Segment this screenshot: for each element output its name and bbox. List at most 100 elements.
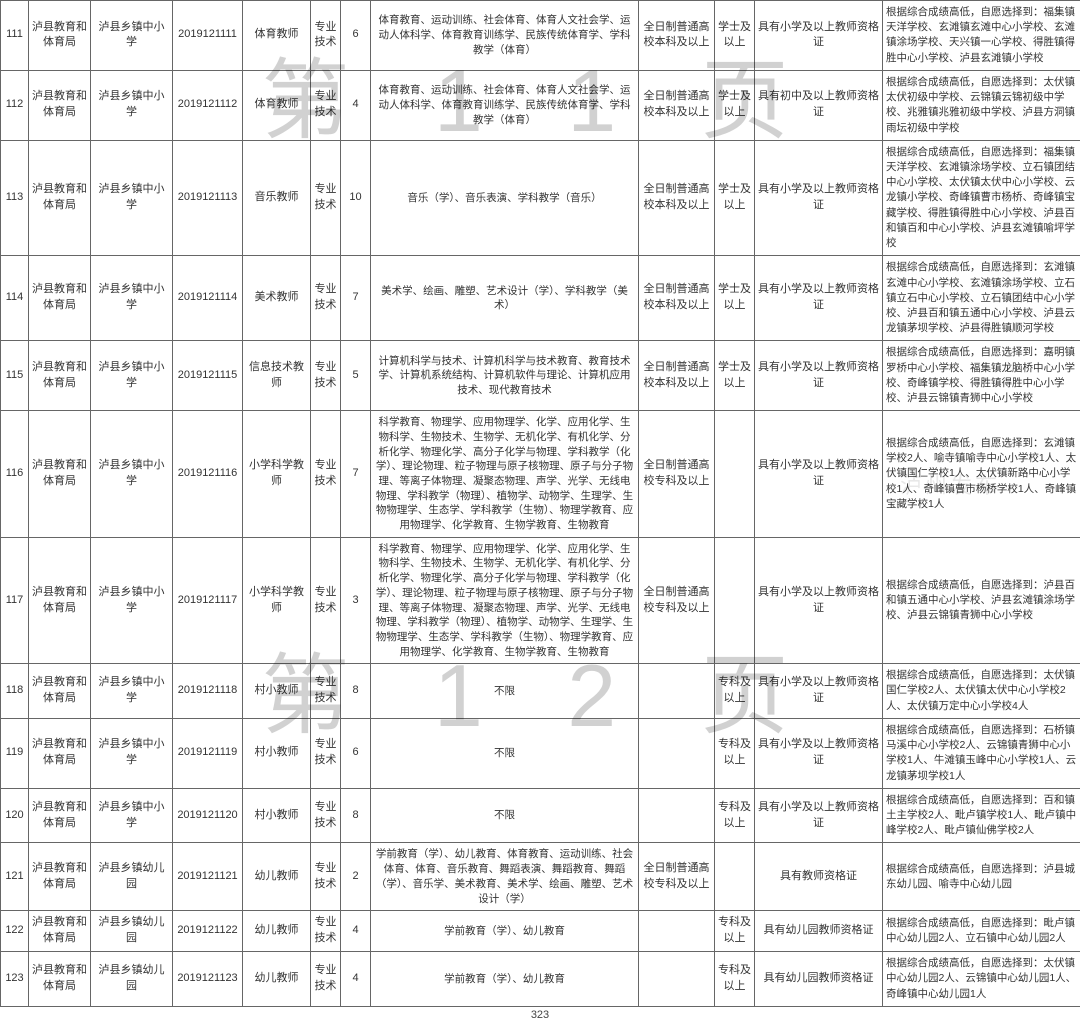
cell-cat: 专业技术 [311, 341, 341, 411]
cell-unit: 泸县乡镇中小学 [91, 256, 173, 341]
cell-req: 具有初中及以上教师资格证 [755, 70, 883, 140]
cell-code: 2019121119 [173, 718, 243, 788]
cell-unit: 泸县乡镇幼儿园 [91, 952, 173, 1007]
cell-num: 7 [341, 411, 371, 538]
cell-req: 具有小学及以上教师资格证 [755, 140, 883, 256]
cell-notes: 根据综合成绩高低，自愿选择到：太伏镇国仁学校2人、太伏镇太伏中心小学校2人、太伏… [883, 664, 1080, 719]
table-row: 122泸县教育和体育局泸县乡镇幼儿园2019121122幼儿教师专业技术4学前教… [1, 911, 1080, 952]
cell-code: 2019121115 [173, 341, 243, 411]
cell-edu: 全日制普通高校本科及以上 [639, 70, 715, 140]
cell-unit: 泸县乡镇中小学 [91, 537, 173, 664]
cell-post: 体育教师 [243, 70, 311, 140]
cell-cat: 专业技术 [311, 788, 341, 843]
table-wrap: 第 1 1 页 第 1 2 页 泸州发布 111泸县教育和体育局泸县乡镇中小学2… [0, 0, 1080, 1021]
cell-edu [639, 788, 715, 843]
cell-majors: 学前教育（学）、幼儿教育 [371, 952, 639, 1007]
cell-edu: 全日制普通高校本科及以上 [639, 1, 715, 71]
cell-code: 2019121112 [173, 70, 243, 140]
cell-dept: 泸县教育和体育局 [29, 664, 91, 719]
cell-deg [715, 411, 755, 538]
cell-num: 7 [341, 256, 371, 341]
cell-edu: 全日制普通高校本科及以上 [639, 256, 715, 341]
cell-cat: 专业技术 [311, 70, 341, 140]
cell-dept: 泸县教育和体育局 [29, 537, 91, 664]
cell-dept: 泸县教育和体育局 [29, 140, 91, 256]
cell-majors: 美术学、绘画、雕塑、艺术设计（学）、学科教学（美术） [371, 256, 639, 341]
cell-dept: 泸县教育和体育局 [29, 952, 91, 1007]
cell-code: 2019121116 [173, 411, 243, 538]
cell-deg: 学士及以上 [715, 341, 755, 411]
cell-edu [639, 664, 715, 719]
cell-post: 美术教师 [243, 256, 311, 341]
cell-majors: 科学教育、物理学、应用物理学、化学、应用化学、生物科学、生物技术、生物学、无机化… [371, 537, 639, 664]
cell-notes: 根据综合成绩高低，自愿选择到：泸县城东幼儿园、喻寺中心幼儿园 [883, 843, 1080, 911]
cell-idx: 114 [1, 256, 29, 341]
cell-majors: 体育教育、运动训练、社会体育、体育人文社会学、运动人体科学、体育教育训练学、民族… [371, 1, 639, 71]
cell-idx: 120 [1, 788, 29, 843]
table-row: 114泸县教育和体育局泸县乡镇中小学2019121114美术教师专业技术7美术学… [1, 256, 1080, 341]
cell-req: 具有小学及以上教师资格证 [755, 341, 883, 411]
cell-notes: 根据综合成绩高低，自愿选择到：毗卢镇中心幼儿园2人、立石镇中心幼儿园2人 [883, 911, 1080, 952]
cell-idx: 117 [1, 537, 29, 664]
cell-idx: 122 [1, 911, 29, 952]
cell-deg: 学士及以上 [715, 1, 755, 71]
cell-code: 2019121114 [173, 256, 243, 341]
cell-code: 2019121120 [173, 788, 243, 843]
page-footer-number: 323 [0, 1007, 1080, 1021]
cell-idx: 119 [1, 718, 29, 788]
cell-dept: 泸县教育和体育局 [29, 256, 91, 341]
cell-edu: 全日制普通高校专科及以上 [639, 537, 715, 664]
cell-cat: 专业技术 [311, 256, 341, 341]
cell-req: 具有小学及以上教师资格证 [755, 664, 883, 719]
cell-unit: 泸县乡镇中小学 [91, 1, 173, 71]
cell-code: 2019121113 [173, 140, 243, 256]
cell-num: 8 [341, 788, 371, 843]
cell-post: 村小教师 [243, 664, 311, 719]
cell-req: 具有小学及以上教师资格证 [755, 256, 883, 341]
cell-unit: 泸县乡镇中小学 [91, 788, 173, 843]
cell-unit: 泸县乡镇中小学 [91, 70, 173, 140]
cell-notes: 根据综合成绩高低，自愿选择到：福集镇天洋学校、玄滩镇玄滩中心小学校、玄滩镇涂场学… [883, 1, 1080, 71]
cell-post: 音乐教师 [243, 140, 311, 256]
cell-cat: 专业技术 [311, 537, 341, 664]
cell-idx: 113 [1, 140, 29, 256]
cell-majors: 学前教育（学）、幼儿教育 [371, 911, 639, 952]
cell-deg: 专科及以上 [715, 718, 755, 788]
cell-num: 4 [341, 70, 371, 140]
table-row: 116泸县教育和体育局泸县乡镇中小学2019121116小学科学教师专业技术7科… [1, 411, 1080, 538]
cell-notes: 根据综合成绩高低，自愿选择到：泸县百和镇五通中心小学校、泸县玄滩镇涂场学校、泸县… [883, 537, 1080, 664]
cell-num: 6 [341, 1, 371, 71]
cell-deg: 专科及以上 [715, 952, 755, 1007]
cell-num: 4 [341, 952, 371, 1007]
cell-majors: 不限 [371, 664, 639, 719]
cell-deg: 学士及以上 [715, 70, 755, 140]
table-row: 118泸县教育和体育局泸县乡镇中小学2019121118村小教师专业技术8不限专… [1, 664, 1080, 719]
cell-post: 幼儿教师 [243, 911, 311, 952]
cell-code: 2019121121 [173, 843, 243, 911]
cell-code: 2019121111 [173, 1, 243, 71]
cell-post: 体育教师 [243, 1, 311, 71]
cell-num: 4 [341, 911, 371, 952]
table-row: 119泸县教育和体育局泸县乡镇中小学2019121119村小教师专业技术6不限专… [1, 718, 1080, 788]
cell-cat: 专业技术 [311, 843, 341, 911]
cell-dept: 泸县教育和体育局 [29, 843, 91, 911]
cell-post: 小学科学教师 [243, 411, 311, 538]
cell-dept: 泸县教育和体育局 [29, 1, 91, 71]
table-row: 113泸县教育和体育局泸县乡镇中小学2019121113音乐教师专业技术10音乐… [1, 140, 1080, 256]
cell-majors: 体育教育、运动训练、社会体育、体育人文社会学、运动人体科学、体育教育训练学、民族… [371, 70, 639, 140]
cell-majors: 不限 [371, 718, 639, 788]
cell-req: 具有小学及以上教师资格证 [755, 718, 883, 788]
table-row: 112泸县教育和体育局泸县乡镇中小学2019121112体育教师专业技术4体育教… [1, 70, 1080, 140]
cell-cat: 专业技术 [311, 952, 341, 1007]
cell-dept: 泸县教育和体育局 [29, 70, 91, 140]
cell-dept: 泸县教育和体育局 [29, 911, 91, 952]
cell-post: 信息技术教师 [243, 341, 311, 411]
cell-edu [639, 911, 715, 952]
cell-deg: 专科及以上 [715, 788, 755, 843]
cell-post: 村小教师 [243, 788, 311, 843]
cell-code: 2019121118 [173, 664, 243, 719]
cell-cat: 专业技术 [311, 1, 341, 71]
cell-req: 具有教师资格证 [755, 843, 883, 911]
cell-dept: 泸县教育和体育局 [29, 718, 91, 788]
cell-majors: 不限 [371, 788, 639, 843]
